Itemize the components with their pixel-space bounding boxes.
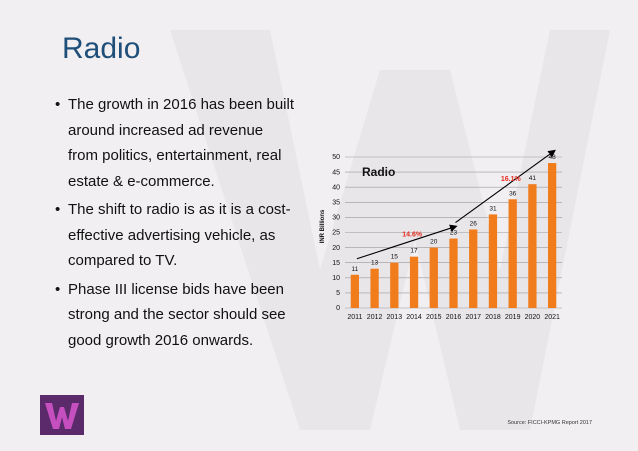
x-tick-label: 2012 — [367, 314, 383, 321]
data-label: 31 — [489, 205, 497, 212]
radio-bar-chart: 0 5 10 15 20 25 30 35 40 45 50 INR Billions 11 2011 13… — [320, 149, 562, 321]
y-tick-label: 10 — [332, 275, 340, 282]
y-tick-label: 0 — [336, 305, 340, 312]
bar — [449, 238, 458, 308]
bar — [390, 262, 399, 308]
y-tick-label: 5 — [336, 290, 340, 297]
company-logo — [40, 395, 84, 435]
x-tick-label: 2018 — [485, 314, 501, 321]
source-note: Source: FICCI-KPMG Report 2017 — [507, 420, 592, 426]
data-label: 11 — [351, 266, 358, 273]
y-tick-label: 15 — [332, 260, 340, 267]
bar — [469, 229, 478, 308]
bar — [429, 247, 438, 308]
bar — [409, 256, 419, 308]
data-label: 20 — [430, 239, 438, 246]
bullet-phase-iii: Phase III license bids have been strong … — [55, 277, 296, 354]
data-label: 15 — [391, 254, 399, 261]
y-tick-label: 50 — [332, 154, 340, 161]
x-tick-label: 2021 — [544, 314, 560, 321]
y-tick-label: 40 — [332, 184, 340, 191]
data-label: 26 — [470, 220, 478, 227]
data-label: 17 — [410, 248, 418, 255]
data-label: 48 — [549, 154, 557, 161]
page-title: Radio — [62, 32, 141, 65]
data-label: 13 — [371, 260, 379, 267]
x-tick-label: 2016 — [446, 314, 462, 321]
cagr-arrow — [356, 224, 458, 260]
x-tick-label: 2014 — [406, 314, 422, 321]
x-tick-label: 2019 — [505, 314, 521, 321]
x-tick-label: 2011 — [347, 314, 362, 321]
chart-title: Radio — [362, 165, 395, 179]
y-tick-label: 35 — [332, 200, 340, 207]
y-tick-label: 45 — [332, 169, 340, 176]
x-tick-label: 2013 — [387, 314, 403, 321]
data-label: 23 — [450, 230, 458, 237]
bar — [350, 274, 360, 308]
x-tick-label: 2017 — [465, 314, 481, 321]
cagr-arrow — [455, 149, 556, 223]
bar — [370, 268, 379, 308]
y-axis-label: INR Billions — [320, 209, 326, 243]
bullet-shift-to-radio: The shift to radio is as it is a cost-ef… — [55, 197, 296, 274]
bar — [508, 199, 517, 308]
bar — [488, 214, 498, 308]
y-tick-label: 25 — [332, 230, 340, 237]
y-tick-label: 30 — [332, 215, 340, 222]
x-tick-label: 2015 — [426, 314, 442, 321]
cagr-label: 16.1% — [501, 176, 522, 183]
x-tick-label: 2020 — [525, 314, 541, 321]
bar — [528, 184, 537, 308]
data-label: 41 — [529, 175, 537, 182]
bar — [547, 163, 557, 308]
bullet-list: The growth in 2016 has been built around… — [55, 92, 296, 356]
cagr-label: 14.6% — [402, 232, 423, 239]
bullet-growth-2016: The growth in 2016 has been built around… — [55, 92, 296, 194]
y-tick-label: 20 — [332, 245, 340, 252]
data-label: 36 — [509, 190, 517, 197]
